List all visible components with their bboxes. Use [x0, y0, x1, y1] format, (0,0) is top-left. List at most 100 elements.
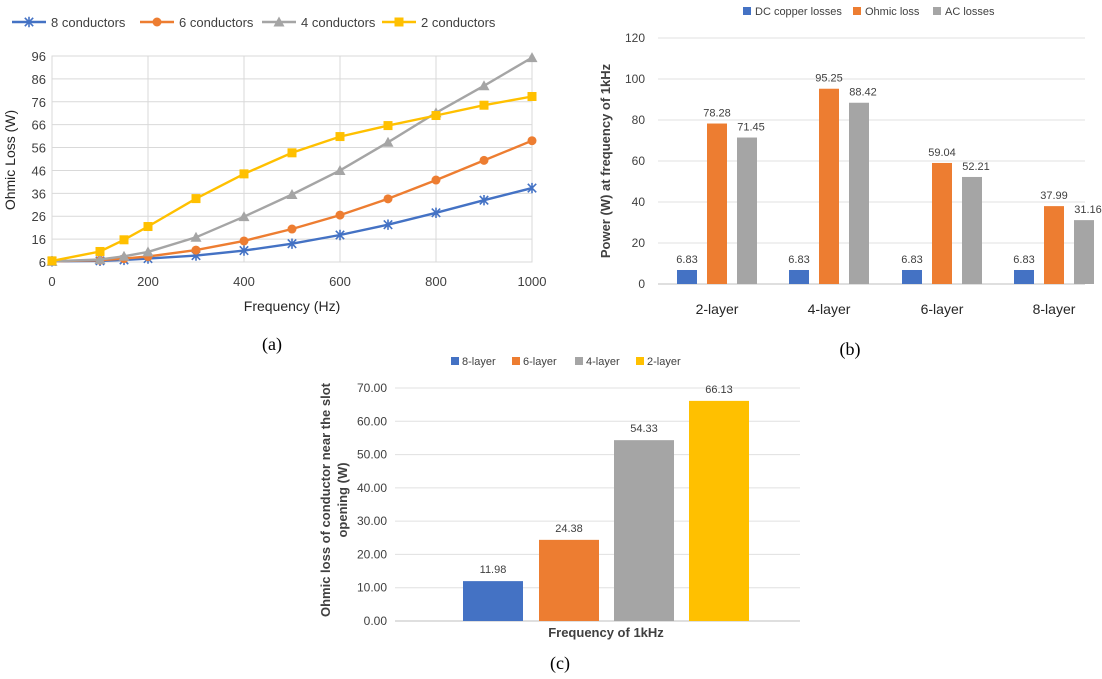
chart-a-data-point — [526, 52, 538, 63]
chart-a-data-point — [479, 100, 489, 110]
chart-a-data-point — [238, 211, 250, 222]
chart-b-ytick-label: 80 — [632, 113, 646, 127]
chart-c-bars: 11.98 24.38 54.33 66.13 — [463, 384, 749, 621]
chart-a-data-point — [431, 207, 441, 218]
chart-a-data-point — [334, 164, 346, 175]
chart-a-data-point — [119, 235, 129, 245]
chart-c-legend: 8-layer 6-layer 4-layer 2-layer — [451, 356, 681, 368]
chart-c-legend-label: 8-layer — [462, 356, 496, 368]
chart-b-bar — [902, 269, 922, 284]
chart-c-data-label: 24.38 — [555, 523, 583, 535]
chart-a-data-point — [479, 155, 489, 165]
chart-a-ytick-label: 16 — [32, 232, 46, 247]
chart-b-bar — [849, 102, 869, 284]
chart-b-ytick-label: 40 — [632, 195, 646, 209]
chart-a-ytick-label: 46 — [32, 163, 46, 178]
chart-c-ylabel-line2: opening (W) — [335, 462, 350, 537]
chart-a-data-point — [479, 195, 489, 206]
chart-a-data-point — [142, 246, 154, 257]
chart-a-data-point — [287, 148, 297, 158]
chart-a-data-point — [287, 224, 297, 234]
chart-a-data-point — [382, 136, 394, 147]
chart-c-ytick-label: 0.00 — [364, 614, 388, 628]
chart-a-ytick-label: 56 — [32, 141, 46, 156]
chart-a-data-point — [191, 245, 201, 255]
chart-b-legend-swatch — [933, 7, 941, 15]
chart-a-data-point — [383, 194, 393, 204]
chart-a-ytick-label: 36 — [32, 186, 46, 201]
chart-a-xtick-label: 600 — [329, 274, 351, 289]
chart-c-ytick-label: 40.00 — [357, 481, 387, 495]
chart-a-series-line — [51, 56, 533, 263]
chart-b-ytick-label: 120 — [625, 31, 645, 45]
chart-b-data-label: 88.42 — [849, 87, 877, 99]
chart-a-legend-label: 8 conductors — [51, 15, 126, 30]
chart-b-ylabel: Power (W) at frequency of 1kHz — [598, 63, 613, 258]
chart-a-data-point — [191, 194, 201, 204]
chart-b-bar — [737, 137, 757, 284]
chart-b-caption: (b) — [840, 339, 861, 360]
chart-a-axes: 6 16 26 36 46 56 66 76 86 96 0 200 400 600 800 1000 — [32, 49, 547, 289]
chart-a-data-point — [431, 175, 441, 185]
chart-a-legend-label: 6 conductors — [179, 15, 254, 30]
chart-b-bar — [962, 176, 982, 284]
chart-c-bar — [689, 400, 749, 621]
chart-a-data-point — [94, 253, 106, 264]
chart-a-xtick-label: 0 — [48, 274, 55, 289]
chart-b-data-label: 6.83 — [788, 254, 809, 266]
chart-a-series — [46, 52, 538, 267]
chart-c-legend-label: 2-layer — [647, 356, 681, 368]
chart-a-xlabel: Frequency (Hz) — [244, 298, 340, 314]
chart-b-bar — [789, 269, 809, 284]
chart-b-ytick-label: 60 — [632, 154, 646, 168]
chart-a-legend-marker — [394, 17, 404, 27]
chart-a-legend-marker — [273, 16, 285, 27]
chart-b-legend-label: DC copper losses — [755, 6, 842, 18]
chart-c-legend-label: 4-layer — [586, 356, 620, 368]
chart-b-data-label: 37.99 — [1040, 190, 1068, 202]
chart-b-legend-label: AC losses — [945, 6, 995, 18]
chart-b-bar — [677, 269, 697, 284]
chart-b-data-label: 31.16 — [1074, 204, 1102, 216]
chart-c-ytick-label: 10.00 — [357, 581, 387, 595]
chart-a-ytick-label: 26 — [32, 209, 46, 224]
chart-c-ytick-label: 30.00 — [357, 514, 387, 528]
chart-a-data-point — [527, 136, 537, 146]
chart-a-ytick-label: 66 — [32, 118, 46, 133]
chart-a-data-point — [47, 256, 57, 266]
chart-a-data-point — [478, 80, 490, 91]
chart-a-data-point — [287, 238, 297, 249]
chart-c-ylabel-line1: Ohmic loss of conductor near the slot — [318, 382, 333, 617]
chart-a-ytick-label: 86 — [32, 72, 46, 87]
chart-b-axes: 0 20 40 60 80 100 120 2-layer 4-layer 6-layer 8-la… — [625, 31, 1085, 317]
chart-b-bar — [932, 162, 952, 284]
chart-b: 0 20 40 60 80 100 120 2-layer 4-layer 6-layer 8-la… — [598, 6, 1102, 360]
chart-c-ytick-label: 20.00 — [357, 547, 387, 561]
chart-b-bar — [1014, 269, 1034, 284]
chart-c-data-label: 11.98 — [480, 564, 507, 576]
chart-a-data-point — [118, 250, 130, 261]
chart-a-legend-marker — [152, 17, 162, 27]
chart-a-data-point — [527, 92, 537, 102]
chart-a-legend: 8 conductors 6 conductors 4 conductors 2 co… — [12, 15, 496, 30]
chart-a-ytick-label: 6 — [39, 255, 46, 270]
chart-c-bar — [614, 440, 674, 621]
chart-b-bar — [707, 123, 727, 284]
chart-a-ytick-label: 96 — [32, 49, 46, 64]
chart-a-data-point — [431, 111, 441, 121]
chart-b-ytick-label: 20 — [632, 236, 646, 250]
chart-c-data-label: 66.13 — [705, 384, 733, 396]
chart-a-data-point — [239, 245, 249, 256]
chart-b-bar — [819, 88, 839, 284]
chart-b-data-label: 52.21 — [962, 161, 990, 173]
chart-a-ylabel: Ohmic Loss (W) — [2, 110, 18, 210]
chart-c-bar — [463, 581, 523, 621]
chart-b-data-label: 6.83 — [901, 254, 922, 266]
chart-b-bar — [1074, 220, 1094, 284]
chart-c-legend-label: 6-layer — [523, 356, 557, 368]
chart-b-category-label: 6-layer — [921, 301, 964, 317]
chart-b-ytick-label: 0 — [638, 277, 645, 291]
chart-c-caption: (c) — [550, 653, 570, 674]
chart-b-data-label: 78.28 — [703, 108, 731, 120]
